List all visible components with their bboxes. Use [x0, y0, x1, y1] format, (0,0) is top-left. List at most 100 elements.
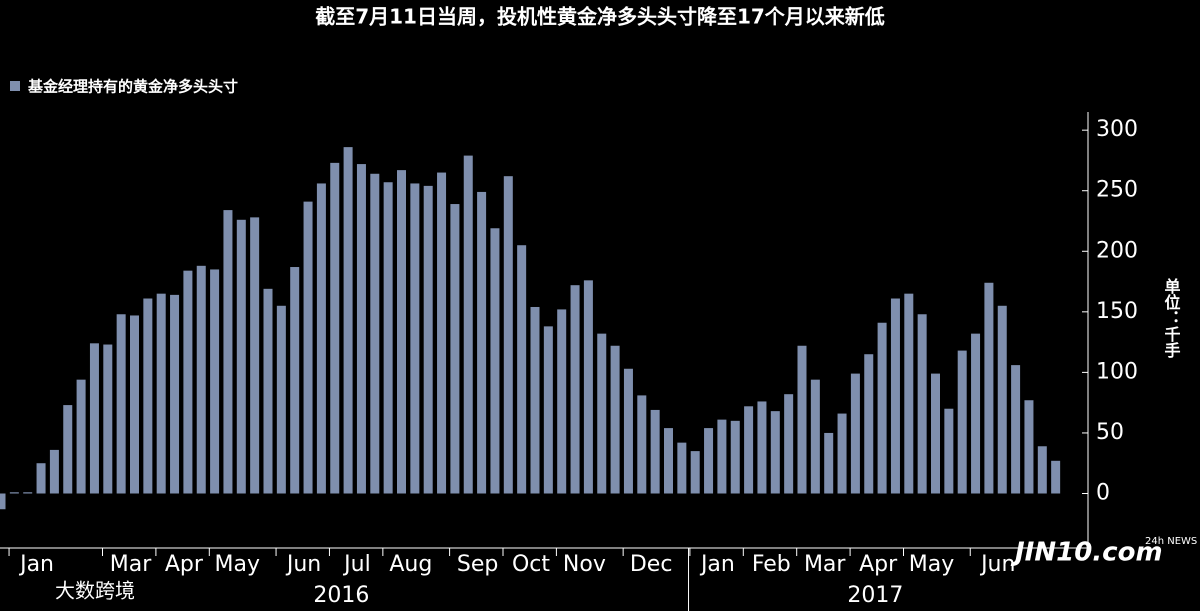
- bar: [196, 265, 206, 494]
- bar: [850, 373, 860, 494]
- bar: [89, 343, 99, 494]
- bar: [997, 305, 1007, 494]
- bar: [797, 345, 807, 494]
- bar: [356, 164, 366, 494]
- y-tick-label: 50: [1096, 420, 1124, 445]
- x-tick-label: May: [215, 552, 260, 577]
- bar: [917, 314, 927, 494]
- bar: [463, 155, 473, 494]
- bar: [210, 269, 220, 494]
- y-axis-label: 单位：千手: [1162, 277, 1181, 359]
- bar: [397, 170, 406, 494]
- bar: [103, 344, 113, 494]
- bar: [904, 293, 914, 494]
- x-tick-label: Mar: [804, 552, 846, 577]
- y-tick-label: 300: [1096, 117, 1138, 142]
- bar: [824, 432, 834, 494]
- bar: [343, 147, 353, 494]
- year-label: 2016: [313, 583, 369, 608]
- bar: [450, 204, 460, 494]
- bar: [503, 176, 513, 494]
- bar: [156, 293, 166, 494]
- bar: [410, 183, 420, 494]
- bar: [784, 394, 794, 494]
- chart-title: 截至7月11日当周，投机性黄金净多头头寸降至17个月以来新低: [315, 5, 885, 29]
- bar: [583, 280, 593, 494]
- y-tick-label: 0: [1096, 481, 1110, 506]
- bar: [957, 350, 967, 494]
- y-tick-label: 100: [1096, 359, 1138, 384]
- bar: [984, 282, 994, 494]
- x-tick-label: Aug: [389, 552, 432, 577]
- bar: [143, 298, 153, 494]
- bar: [637, 395, 647, 494]
- bar: [610, 345, 620, 494]
- bar: [810, 379, 820, 494]
- bar: [170, 294, 180, 494]
- bar: [263, 288, 273, 494]
- bar: [623, 368, 633, 494]
- y-tick-label: 150: [1096, 299, 1138, 324]
- bar: [76, 379, 86, 494]
- bar: [837, 413, 847, 494]
- bar: [423, 185, 433, 494]
- bar: [490, 228, 500, 494]
- watermark: JIN10.com: [1010, 538, 1163, 568]
- bar: [931, 373, 940, 494]
- x-tick-label: Apr: [165, 552, 204, 577]
- x-tick-label: Jun: [285, 552, 321, 577]
- y-tick-label: 250: [1096, 178, 1138, 203]
- legend-label: 基金经理持有的黄金净多头头寸: [27, 78, 238, 96]
- x-tick-label: Jan: [699, 552, 735, 577]
- bar: [557, 309, 567, 494]
- bar: [730, 420, 740, 494]
- bar: [383, 182, 393, 494]
- bar: [0, 493, 6, 510]
- x-tick-label: Oct: [512, 552, 550, 577]
- bar: [1011, 365, 1021, 494]
- bar: [316, 183, 326, 494]
- watermark: 24h NEWS: [1145, 536, 1197, 547]
- bar: [276, 305, 286, 494]
- bar: [116, 314, 126, 494]
- bar: [717, 419, 727, 494]
- bar: [744, 406, 754, 494]
- bar: [236, 219, 246, 494]
- x-tick-label: Jan: [18, 552, 54, 577]
- x-tick-label: Dec: [630, 552, 673, 577]
- bar: [1051, 460, 1061, 494]
- bar: [677, 442, 687, 494]
- bar: [543, 326, 553, 494]
- bar: [290, 267, 300, 494]
- bar: [530, 306, 540, 494]
- x-tick-label: Mar: [110, 552, 152, 577]
- bar: [130, 315, 139, 494]
- x-tick-label: Nov: [563, 552, 606, 577]
- bar: [757, 401, 767, 494]
- bar: [877, 322, 887, 494]
- bar: [971, 333, 981, 494]
- x-tick-label: May: [909, 552, 954, 577]
- bar: [597, 333, 607, 494]
- bar: [370, 173, 380, 494]
- watermark: 大数跨境: [55, 579, 135, 603]
- bar: [303, 201, 313, 494]
- x-tick-label: Jun: [979, 552, 1015, 577]
- bar: [890, 298, 900, 494]
- bar: [63, 405, 73, 494]
- bar: [49, 449, 59, 494]
- year-label: 2017: [847, 583, 903, 608]
- bar: [477, 191, 487, 494]
- bar: [1024, 400, 1034, 494]
- bar: [36, 463, 46, 494]
- bar: [437, 172, 447, 494]
- bar: [864, 354, 874, 494]
- bar: [1037, 446, 1047, 494]
- bar: [250, 217, 260, 494]
- bar: [770, 411, 780, 494]
- bar: [223, 210, 233, 494]
- y-tick-label: 200: [1096, 238, 1138, 263]
- x-tick-label: Jul: [342, 552, 371, 577]
- x-tick-label: Apr: [859, 552, 898, 577]
